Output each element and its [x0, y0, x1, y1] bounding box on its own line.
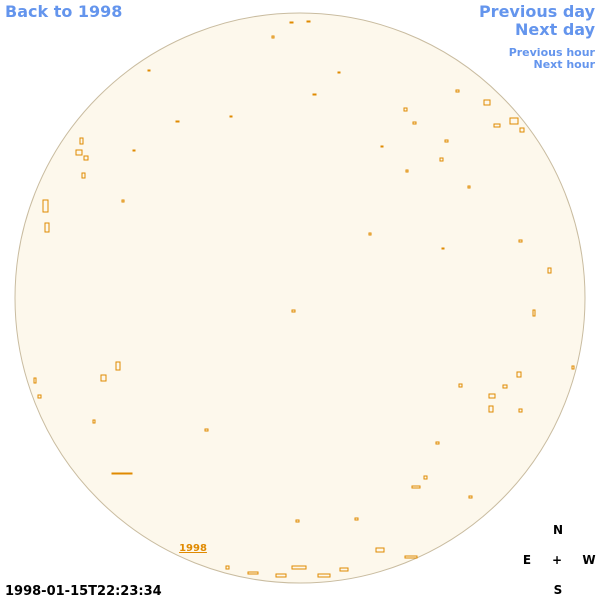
compass-west: W: [582, 553, 595, 567]
solar-disk: [14, 12, 586, 584]
back-to-year-link[interactable]: Back to 1998: [5, 2, 122, 21]
timestamp: 1998-01-15T22:23:34: [5, 584, 162, 599]
next-day-link[interactable]: Next day: [515, 20, 596, 39]
previous-hour-link[interactable]: Previous hour: [509, 46, 596, 59]
compass-north: N: [553, 523, 563, 537]
compass-east: E: [523, 553, 531, 567]
next-hour-link[interactable]: Next hour: [534, 58, 596, 71]
active-regions: [33, 20, 575, 578]
compass-center: +: [552, 553, 562, 567]
disk-year-link[interactable]: 1998: [179, 543, 207, 554]
compass-south: S: [554, 583, 563, 597]
previous-day-link[interactable]: Previous day: [479, 2, 596, 21]
